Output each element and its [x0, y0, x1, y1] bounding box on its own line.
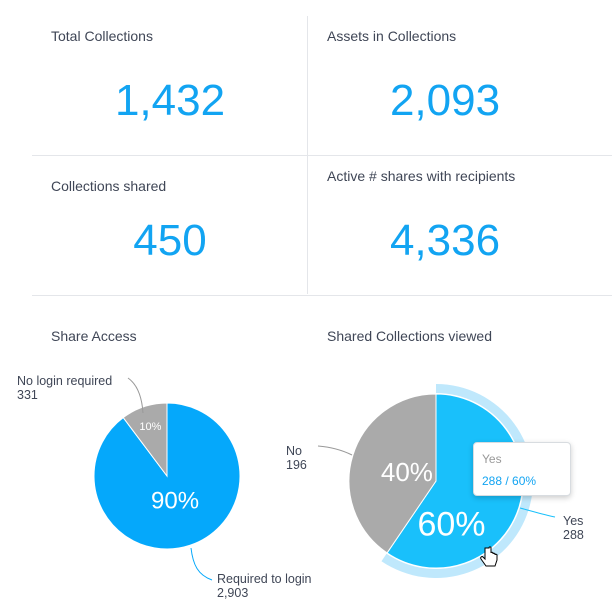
divider-horizontal [32, 295, 612, 296]
label-no: No 196 [286, 444, 307, 472]
slice-percent-label: 90% [151, 488, 199, 515]
tooltip-title: Yes [482, 452, 502, 466]
slice-percent-label: 60% [417, 505, 485, 543]
chart-title-share-access: Share Access [51, 328, 137, 344]
tooltip-value: 288 / 60% [482, 474, 537, 488]
label-yes: Yes 288 [563, 514, 584, 542]
label-required-login: Required to login 2,903 [217, 572, 312, 600]
leader-line-no-login [127, 377, 144, 414]
leader-line-no [317, 445, 353, 456]
slice-value: 331 [17, 388, 38, 402]
kpi-value-assets: 2,093 [389, 76, 501, 125]
kpi-label-assets: Assets in Collections [327, 28, 457, 44]
kpi-label-total-collections: Total Collections [51, 28, 153, 44]
hand-cursor-icon [480, 546, 498, 567]
slice-percent-label: 40% [381, 457, 433, 487]
kpi-value-active-shares: 4,336 [389, 216, 501, 265]
kpi-label-active-shares: Active # shares with recipients [327, 168, 516, 184]
slice-value: 196 [286, 458, 307, 472]
kpi-value-collections-shared: 450 [133, 216, 207, 265]
slice-no[interactable] [348, 393, 437, 554]
slice-name: Yes [563, 514, 584, 528]
slice-name: No login required [17, 374, 113, 388]
slice-value: 2,903 [217, 586, 249, 600]
slice-percent-label: 10% [139, 421, 161, 433]
leader-line-required [190, 547, 213, 581]
kpi-value-total-collections: 1,432 [114, 76, 226, 125]
slice-name: Required to login [217, 572, 312, 586]
tooltip: Yes 288 / 60% [473, 442, 571, 496]
leader-line-yes [519, 507, 556, 518]
slice-name: No [286, 444, 302, 458]
divider-horizontal [32, 155, 612, 156]
chart-title-viewed: Shared Collections viewed [327, 328, 492, 344]
slice-no-login-required[interactable] [122, 402, 168, 478]
kpi-label-collections-shared: Collections shared [51, 178, 167, 194]
slice-yes[interactable] [386, 393, 524, 569]
slice-value: 288 [563, 528, 584, 542]
label-no-login: No login required 331 [17, 374, 112, 402]
